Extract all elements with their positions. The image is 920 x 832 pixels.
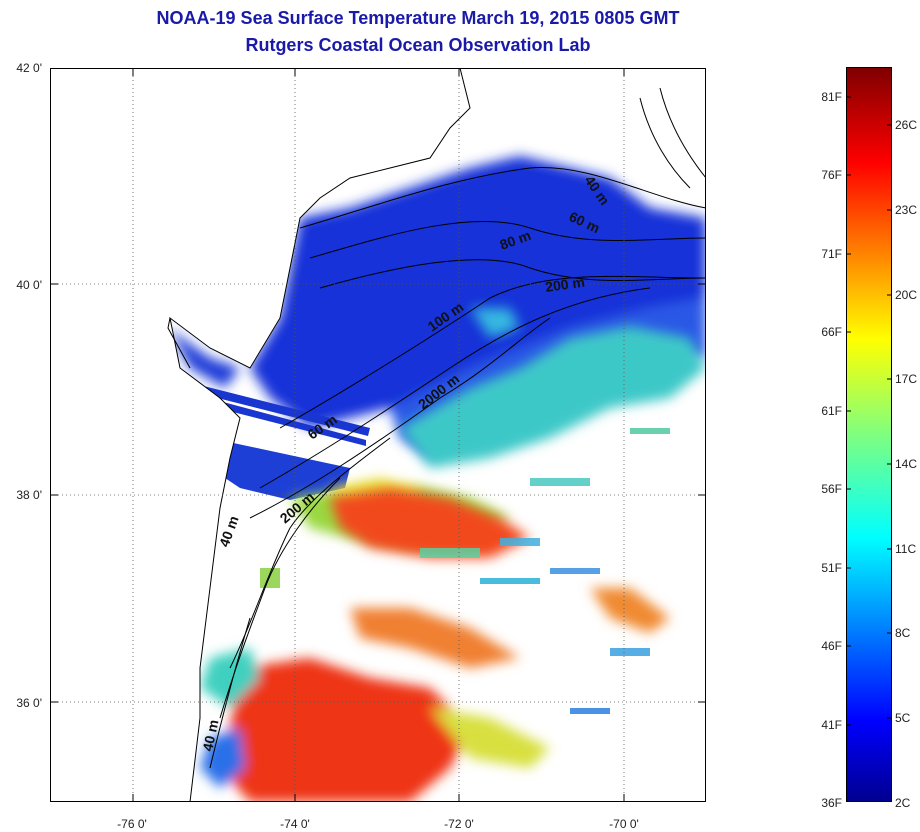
graticule xyxy=(50,68,706,802)
lon-label-76: -76 0' xyxy=(117,817,147,831)
axis-ticks xyxy=(50,68,706,802)
colorbar-label-46f: 46F xyxy=(821,639,842,653)
lon-label-72: -72 0' xyxy=(444,817,474,831)
lon-label-70: -70 0' xyxy=(609,817,639,831)
colorbar-label-23c: 23C xyxy=(895,203,918,217)
temperature-colorbar xyxy=(846,67,892,802)
map-subtitle: Rutgers Coastal Ocean Observation Lab xyxy=(245,35,591,55)
colorbar-label-5c: 5C xyxy=(895,711,911,725)
bathymetry-contours xyxy=(209,87,706,769)
colorbar-label-81f: 81F xyxy=(821,90,842,104)
colorbar-label-8c: 8C xyxy=(895,626,911,640)
land-mass xyxy=(50,68,471,802)
colorbar-label-41f: 41F xyxy=(821,718,842,732)
colorbar-label-26c: 26C xyxy=(895,118,918,132)
lat-label-42: 42 0' xyxy=(16,61,42,75)
lat-label-38: 38 0' xyxy=(16,488,42,502)
colorbar-label-51f: 51F xyxy=(821,561,842,575)
map-frame xyxy=(50,68,706,802)
colorbar-label-76f: 76F xyxy=(821,168,842,182)
gulf-stream-warm-core xyxy=(200,488,670,802)
colorbar-ticks xyxy=(846,96,892,726)
colorbar-label-20c: 20C xyxy=(895,288,918,302)
map-title: NOAA-19 Sea Surface Temperature March 19… xyxy=(156,8,680,28)
colorbar-gradient xyxy=(846,67,892,802)
colorbar-label-2c: 2C xyxy=(895,796,911,810)
colorbar-label-61f: 61F xyxy=(821,404,842,418)
colorbar-label-14c: 14C xyxy=(895,457,918,471)
colorbar-label-11c: 11C xyxy=(895,542,917,556)
lat-label-40: 40 0' xyxy=(16,278,42,292)
colorbar-label-17c: 17C xyxy=(895,372,918,386)
lon-label-74: -74 0' xyxy=(280,817,310,831)
lat-label-36: 36 0' xyxy=(16,696,42,710)
colorbar-label-56f: 56F xyxy=(821,482,842,496)
contour-label-40m-south: 40 m xyxy=(199,718,221,753)
colorbar-label-36f: 36F xyxy=(821,796,842,810)
colorbar-label-66f: 66F xyxy=(821,325,842,339)
sst-map: 40 m 60 m 80 m 200 m 100 m 2000 m 60 m 2… xyxy=(50,68,706,802)
contour-label-200m-ne: 200 m xyxy=(544,274,586,295)
colorbar-label-71f: 71F xyxy=(821,247,842,261)
